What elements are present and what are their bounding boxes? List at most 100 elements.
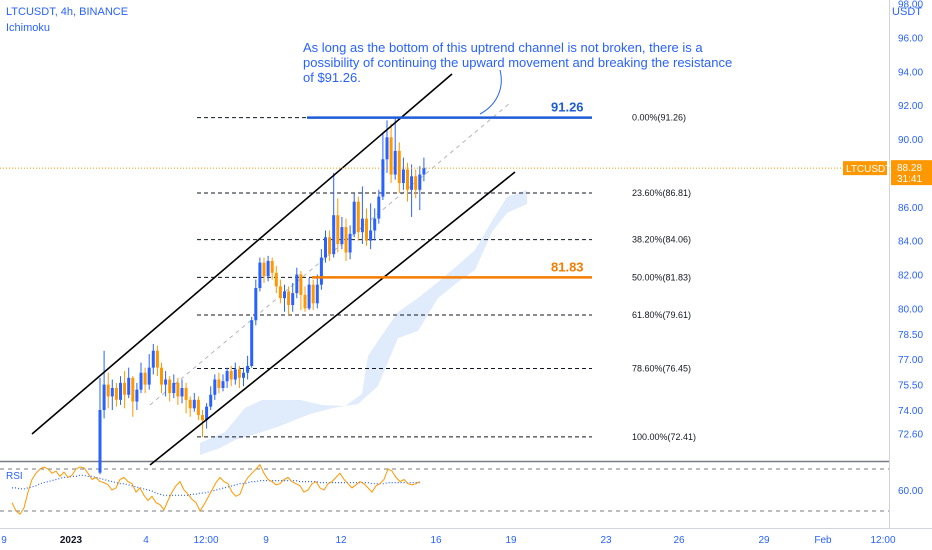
candle-body-32: [229, 371, 233, 380]
candle-body-57: [332, 215, 336, 255]
price-tick-13: 74.00: [898, 406, 923, 417]
candle-body-56: [328, 237, 332, 255]
price-tick-12: 75.50: [898, 381, 923, 392]
indicator-label: Ichimoku: [6, 22, 51, 34]
candle-body-47: [291, 293, 295, 305]
candle-body-73: [397, 150, 401, 184]
candle-body-37: [250, 320, 254, 366]
candle-body-34: [237, 369, 241, 378]
candle-body-36: [246, 365, 250, 373]
candle-body-4: [114, 387, 118, 400]
candle-body-16: [164, 379, 168, 385]
time-tick-2: 4: [143, 535, 149, 546]
time-tick-5: 12: [335, 535, 347, 546]
candle-body-3: [110, 387, 114, 397]
candle-body-0: [98, 410, 102, 473]
candle-body-72: [393, 150, 397, 175]
candle-body-35: [242, 372, 245, 378]
candle-body-51: [307, 284, 311, 309]
price-tick-6: 86.00: [898, 203, 923, 214]
candle-body-45: [283, 291, 286, 299]
ichimoku-cloud: [200, 190, 527, 455]
candle-body-66: [369, 230, 373, 241]
candle-body-18: [172, 382, 176, 394]
candle-body-29: [217, 379, 221, 388]
price-tick-10: 78.50: [898, 330, 923, 341]
candle-body-60: [344, 227, 348, 253]
candle-body-12: [147, 367, 151, 385]
candle-body-48: [295, 274, 299, 294]
candle-body-63: [356, 201, 360, 233]
time-tick-12: 12:00: [870, 535, 895, 546]
price-tick-0: 98.00: [898, 0, 923, 11]
price-tick-14: 72.60: [898, 430, 923, 441]
candle-body-24: [196, 399, 200, 416]
rsi-line: [11, 463, 421, 515]
current-symbol-label: LTCUSDT: [846, 164, 891, 175]
candle-body-38: [254, 288, 258, 321]
candle-body-2: [106, 384, 110, 397]
time-tick-1: 2023: [60, 535, 83, 546]
candle-body-77: [414, 176, 418, 190]
candle-body-1: [102, 384, 106, 410]
candle-body-65: [365, 218, 368, 241]
current-price-label: 88.28: [897, 163, 922, 174]
candle-body-74: [401, 169, 405, 184]
candle-body-54: [319, 257, 323, 285]
candle-body-78: [418, 174, 422, 190]
price-tick-2: 94.00: [898, 67, 923, 78]
candle-body-69: [381, 159, 385, 197]
currency-label: USDT: [892, 6, 922, 18]
candle-body-26: [205, 406, 209, 421]
candle-body-30: [221, 381, 225, 388]
price-axis[interactable]: 98.0096.0094.0092.0090.0088.0086.0084.00…: [898, 0, 923, 441]
candle-body-25: [201, 415, 204, 421]
price-tick-3: 92.00: [898, 101, 923, 112]
candle-body-39: [258, 262, 262, 289]
candle-body-17: [168, 379, 172, 394]
time-axis[interactable]: 9 2023 4 12:00 9 12 16 19 23 26 29 Feb 12:00: [1, 535, 896, 546]
candle-body-11: [143, 372, 147, 385]
candle-body-28: [213, 379, 217, 395]
candle-body-14: [155, 350, 159, 368]
annotation-text: As long as the bottom of this uptrend ch…: [303, 40, 733, 85]
price-tick-7: 84.00: [898, 237, 923, 248]
resistance-label: 91.26: [551, 100, 584, 115]
rsi-pane-label: RSI: [6, 471, 23, 482]
candle-body-42: [270, 260, 274, 273]
candle-body-5: [119, 382, 122, 400]
candle-body-27: [209, 394, 213, 407]
candle-body-49: [299, 274, 303, 295]
candle-body-7: [127, 377, 131, 395]
candle-body-22: [188, 399, 192, 409]
candle-body-76: [410, 176, 414, 190]
candle-body-44: [278, 286, 282, 299]
candle-body-75: [406, 169, 409, 190]
fib-label-2: 38.20%(84.06): [632, 235, 691, 245]
price-tick-9: 80.00: [898, 304, 923, 315]
channel-lower-line: [149, 171, 516, 466]
time-tick-11: Feb: [814, 535, 832, 546]
candle-body-33: [233, 369, 237, 380]
annotation-arrow: [479, 69, 502, 115]
candle-body-40: [262, 262, 266, 277]
candle-body-50: [303, 294, 307, 309]
rsi-ma-line: [12, 474, 420, 496]
price-tick-11: 77.00: [898, 355, 923, 366]
time-tick-8: 23: [600, 535, 612, 546]
candle-body-67: [373, 218, 377, 231]
candle-body-59: [340, 227, 344, 245]
price-tick-4: 90.00: [898, 135, 923, 146]
chart-title: LTCUSDT, 4h, BINANCE: [6, 6, 129, 18]
fib-label-6: 100.00%(72.41): [632, 432, 696, 442]
candle-body-70: [385, 137, 389, 160]
candle-body-23: [192, 399, 196, 409]
time-tick-7: 19: [505, 535, 517, 546]
rsi-axis-tick: 60.00: [898, 486, 923, 497]
candle-body-15: [160, 367, 163, 385]
candle-body-71: [389, 137, 393, 175]
channel-upper-line: [31, 73, 453, 435]
time-tick-4: 9: [263, 535, 269, 546]
fib-label-3: 50.00%(81.83): [632, 272, 691, 282]
